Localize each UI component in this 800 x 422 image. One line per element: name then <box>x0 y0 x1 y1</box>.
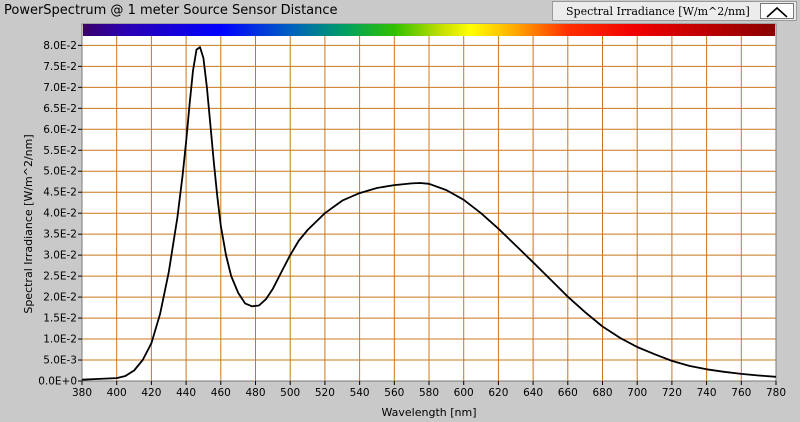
window-title: PowerSpectrum @ 1 meter Source Sensor Di… <box>4 3 338 18</box>
y-tick-label: 1.0E-2 <box>43 334 77 346</box>
x-tick-label: 380 <box>72 387 92 399</box>
y-tick-label: 4.5E-2 <box>43 187 77 199</box>
x-tick-label: 420 <box>141 387 161 399</box>
y-tick-label: 7.5E-2 <box>43 61 77 73</box>
x-tick-label: 520 <box>315 387 335 399</box>
y-tick-label: 1.5E-2 <box>43 313 77 325</box>
title-bar: PowerSpectrum @ 1 meter Source Sensor Di… <box>0 0 800 22</box>
legend[interactable]: Spectral Irradiance [W/m^2/nm] <box>552 1 797 21</box>
y-tick-label: 7.0E-2 <box>43 82 77 94</box>
x-tick-label: 760 <box>731 387 751 399</box>
y-tick-label: 0.0E+0 <box>38 376 77 388</box>
x-tick-label: 740 <box>697 387 717 399</box>
x-tick-label: 660 <box>558 387 578 399</box>
x-tick-label: 440 <box>176 387 196 399</box>
x-tick-label: 480 <box>245 387 265 399</box>
x-axis-label: Wavelength [nm] <box>381 406 476 419</box>
x-tick-label: 620 <box>488 387 508 399</box>
x-tick-label: 600 <box>454 387 474 399</box>
spectrum-curve <box>81 46 777 381</box>
x-tick-label: 720 <box>662 387 682 399</box>
line-sample-icon[interactable] <box>760 3 794 19</box>
legend-label: Spectral Irradiance [W/m^2/nm] <box>566 5 750 18</box>
x-tick-label: 580 <box>419 387 439 399</box>
x-tick-label: 640 <box>523 387 543 399</box>
x-tick-label: 500 <box>280 387 300 399</box>
y-tick-label: 6.0E-2 <box>43 124 77 136</box>
x-tick-label: 700 <box>627 387 647 399</box>
y-tick-label: 5.5E-2 <box>43 145 77 157</box>
spectrum-color-bar <box>83 24 775 36</box>
legend-line-glyph <box>766 6 788 18</box>
x-tick-label: 540 <box>350 387 370 399</box>
y-tick-label: 2.0E-2 <box>43 292 77 304</box>
y-tick-label: 5.0E-3 <box>43 355 77 367</box>
x-tick-label: 400 <box>107 387 127 399</box>
x-tick-label: 680 <box>592 387 612 399</box>
y-tick-label: 4.0E-2 <box>43 208 77 220</box>
y-tick-label: 3.5E-2 <box>43 229 77 241</box>
y-axis-label: Spectral Irradiance [W/m^2/nm] <box>22 134 35 313</box>
y-tick-label: 5.0E-2 <box>43 166 77 178</box>
x-tick-label: 780 <box>766 387 786 399</box>
y-tick-label: 8.0E-2 <box>43 40 77 52</box>
x-tick-label: 460 <box>211 387 231 399</box>
y-tick-label: 2.5E-2 <box>43 271 77 283</box>
y-tick-label: 3.0E-2 <box>43 250 77 262</box>
y-tick-label: 6.5E-2 <box>43 103 77 115</box>
x-tick-label: 560 <box>384 387 404 399</box>
